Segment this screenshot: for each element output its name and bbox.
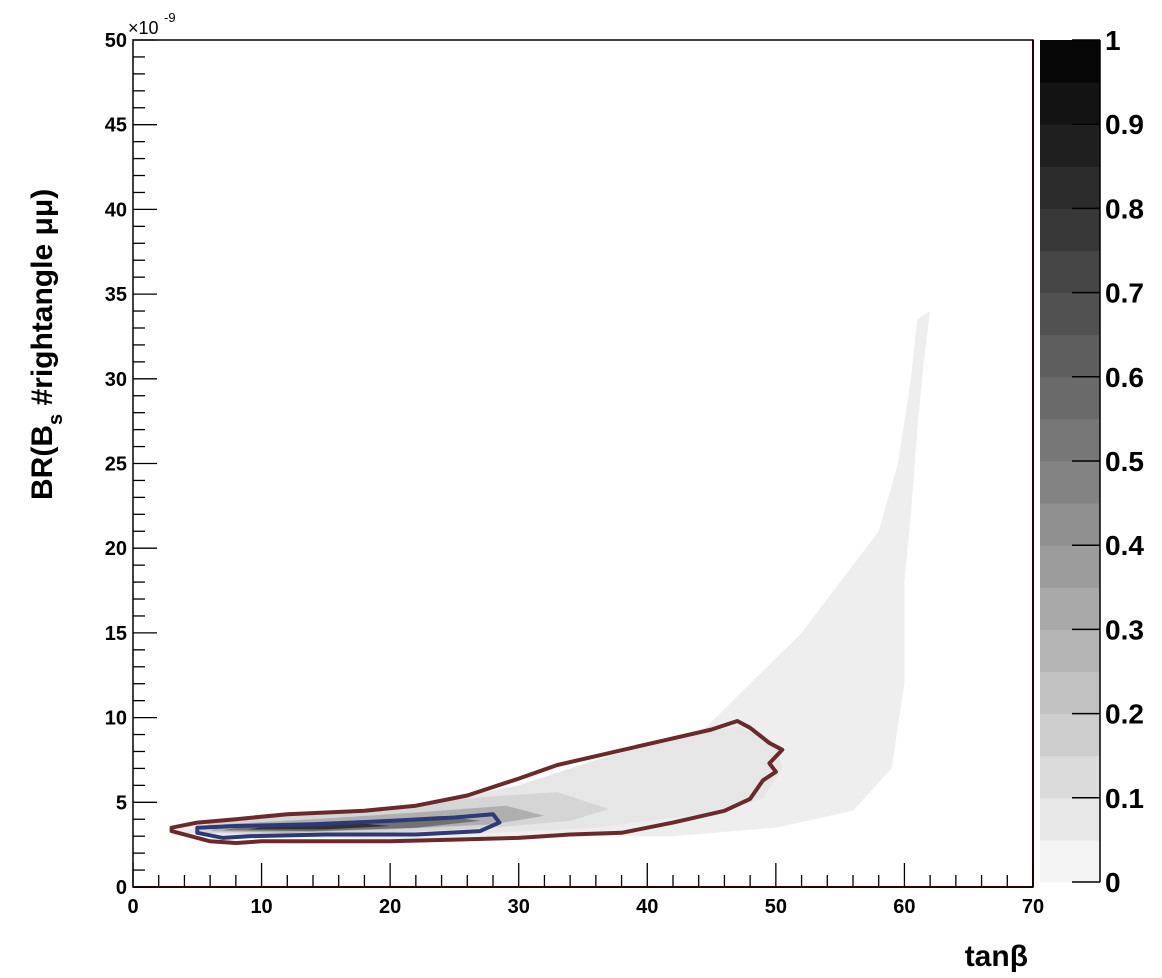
- y-tick-label: 40: [105, 199, 127, 221]
- y-axis-title-subscript: s: [45, 414, 67, 425]
- y-axis: 0 5 10 15 20 25 30 35 40 45 50: [105, 30, 157, 899]
- y-tick-label: 0: [116, 877, 127, 899]
- y-tick-label: 10: [105, 708, 127, 730]
- y-tick-label: 5: [116, 792, 127, 814]
- colorbar-swatch: [1040, 40, 1100, 83]
- colorbar-tick-label: 0.2: [1105, 699, 1144, 730]
- x-tick-label: 60: [893, 896, 915, 918]
- colorbar-swatch: [1040, 418, 1100, 462]
- y-axis-title: BR(Bs #rightangle μμ): [26, 189, 67, 500]
- colorbar-tick-label: 0: [1105, 867, 1121, 898]
- x-tick-label: 10: [250, 896, 272, 918]
- colorbar-swatch: [1040, 82, 1100, 125]
- colorbar-swatch: [1040, 755, 1100, 799]
- y-axis-title-main: BR(B: [26, 425, 59, 500]
- x-tick-label: 40: [636, 896, 658, 918]
- colorbar-swatch: [1040, 376, 1100, 420]
- colorbar-swatch: [1040, 166, 1100, 209]
- y-axis-multiplier: ×10: [128, 18, 159, 38]
- x-tick-label: 20: [379, 896, 401, 918]
- y-axis-title-rest: #rightangle μμ): [26, 189, 59, 414]
- colorbar-swatch: [1040, 292, 1100, 336]
- colorbar-tick-label: 0.1: [1105, 783, 1144, 814]
- colorbar-swatch: [1040, 461, 1100, 504]
- colorbar-swatch: [1040, 797, 1100, 841]
- contour-line: [195, 812, 502, 840]
- colorbar-swatch: [1040, 545, 1100, 588]
- colorbar-tick-label: 1: [1105, 25, 1121, 56]
- x-tick-label: 30: [508, 896, 530, 918]
- colorbar-tick-label: 0.7: [1105, 278, 1144, 309]
- colorbar-swatch: [1040, 208, 1100, 251]
- x-axis-title: tanβ: [965, 940, 1028, 973]
- colorbar-swatch: [1040, 839, 1100, 883]
- colorbar-swatch: [1040, 503, 1100, 546]
- colorbar-tick-label: 0.9: [1105, 109, 1144, 140]
- colorbar-swatch: [1040, 629, 1100, 672]
- x-tick-label: 0: [127, 896, 138, 918]
- colorbar-tick-label: 0.4: [1105, 530, 1144, 561]
- density-region: [171, 311, 931, 840]
- contour-line: [169, 719, 785, 845]
- y-tick-label: 50: [105, 30, 127, 52]
- colorbar-tick-label: 0.5: [1105, 446, 1144, 477]
- y-axis-multiplier-exponent: -9: [164, 10, 176, 25]
- colorbar-swatch: [1040, 334, 1100, 378]
- colorbar-swatch: [1040, 713, 1100, 757]
- x-tick-label: 70: [1022, 896, 1044, 918]
- x-axis: 0 10 20 30 40 50 60 70: [127, 863, 1044, 918]
- x-tick-label: 50: [765, 896, 787, 918]
- y-tick-label: 20: [105, 538, 127, 560]
- colorbar-tick-label: 0.6: [1105, 362, 1144, 393]
- colorbar-swatch: [1040, 124, 1100, 167]
- y-tick-label: 45: [105, 115, 127, 137]
- colorbar-swatch: [1040, 587, 1100, 630]
- colorbar-tick-label: 0.3: [1105, 614, 1144, 645]
- y-tick-label: 30: [105, 369, 127, 391]
- y-tick-label: 35: [105, 284, 127, 306]
- colorbar-swatch: [1040, 671, 1100, 715]
- y-tick-label: 15: [105, 623, 127, 645]
- colorbar-swatch: [1040, 250, 1100, 294]
- colorbar-tick-label: 0.8: [1105, 193, 1144, 224]
- y-tick-label: 25: [105, 454, 127, 476]
- density-region: [184, 726, 783, 835]
- colorbar: 0 0.1 0.2 0.3 0.4 0.5 0.6 0.7 0.8 0.9 1: [1040, 25, 1144, 898]
